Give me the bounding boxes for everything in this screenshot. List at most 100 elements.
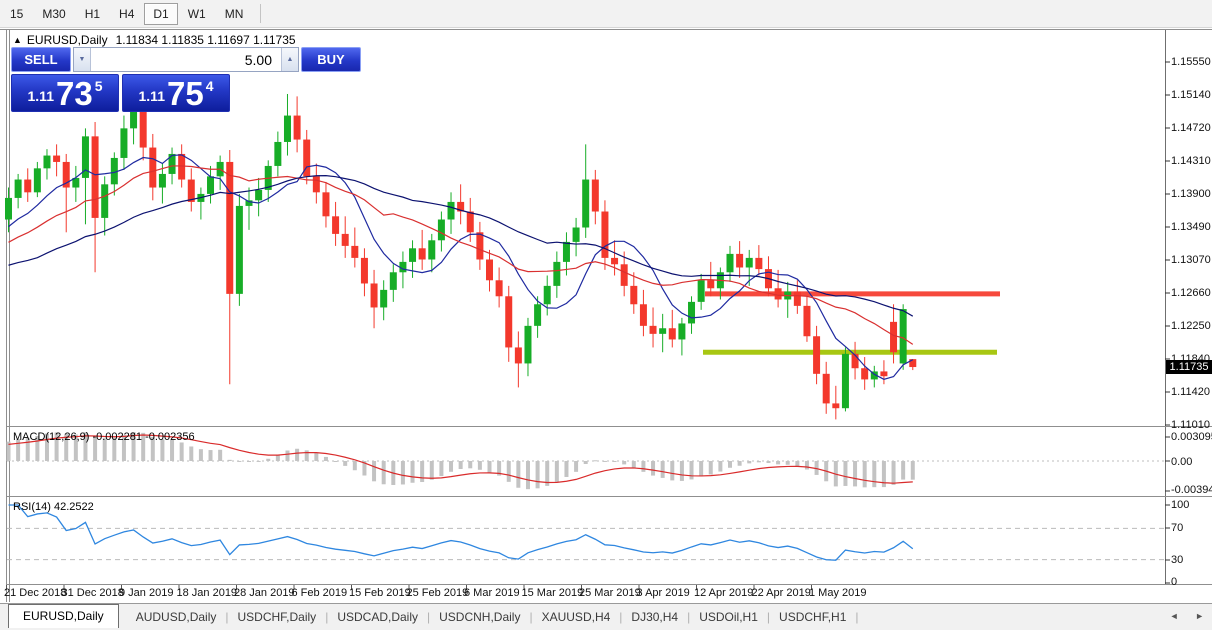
macd-histogram-bar [6,441,11,461]
candle-body [457,201,465,212]
timeframe-button-mn[interactable]: MN [224,6,244,21]
tab-scroll-right-icon[interactable]: ► [1195,611,1204,621]
candle-body [399,261,407,273]
macd-histogram-bar [910,461,915,480]
volume-decrease-button[interactable]: ▼ [74,48,91,71]
candle-body [293,115,301,140]
macd-histogram-bar [737,461,742,466]
macd-histogram-bar [843,461,848,486]
candle-body [14,179,22,198]
macd-histogram-bar [170,439,175,461]
macd-histogram-bar [410,461,415,483]
chart-tab-dj30-h4[interactable]: DJ30,H4 [631,610,679,624]
candle-body [755,257,763,270]
candle-body [899,309,907,364]
timeframe-button-w1[interactable]: W1 [187,6,206,21]
price-tick-label: 1.13490 [1171,221,1211,233]
macd-histogram-bar [593,460,598,462]
macd-histogram-bar [227,459,232,461]
candle-body [207,176,215,194]
macd-histogram-bar [429,461,434,480]
candle-body [726,253,734,273]
price-tick-label: 1.13070 [1171,254,1211,266]
macd-histogram-bar [708,461,713,475]
chart-tab-usdchf-daily[interactable]: USDCHF,Daily [237,610,317,624]
candle-body [62,161,70,188]
support-line [703,349,997,355]
timeframe-button-m30[interactable]: M30 [42,6,66,21]
sell-button[interactable]: SELL [11,47,71,72]
macd-histogram-bar [439,461,444,477]
macd-histogram-bar [266,458,271,461]
chart-tab-usdchf-h1[interactable]: USDCHF,H1 [779,610,847,624]
macd-histogram-bar [189,446,194,461]
timeframe-button-d1[interactable]: D1 [144,2,178,25]
macd-histogram-bar [160,439,165,461]
buy-price-button[interactable]: 1.11 75 4 [122,74,230,112]
chart-tab-xauusd-h4[interactable]: XAUUSD,H4 [541,610,611,624]
price-tick-label: 1.11010 [1171,419,1210,431]
chart-tab-usdcad-daily[interactable]: USDCAD,Daily [337,610,418,624]
chart-tab-usdcnh-daily[interactable]: USDCNH,Daily [439,610,521,624]
symbol-up-triangle-icon: ▲ [13,35,22,45]
timeframe-button-h4[interactable]: H4 [119,6,135,21]
sell-price-pip: 5 [94,78,103,94]
candle-body [120,128,128,158]
chart-tab-eurusd-daily[interactable]: EURUSD,Daily [8,604,119,628]
macd-histogram-bar [343,461,348,466]
candle-body [303,139,311,177]
price-tick-label: 1.15550 [1171,56,1211,68]
macd-histogram-bar [776,461,781,465]
date-tick-label: 1 May 2019 [809,587,867,599]
candle-body [601,211,609,258]
tab-separator: | [225,610,229,624]
macd-histogram-bar [218,449,223,461]
candle-body [187,179,195,202]
candle-body [312,176,320,193]
candle-body [572,227,580,242]
candle-body [553,261,561,286]
date-tick-label: 9 Jan 2019 [119,587,174,599]
macd-histogram-bar [564,461,569,477]
tab-separator: | [427,610,431,624]
macd-histogram-bar [198,449,203,461]
candle-body [81,136,89,178]
candle-body [832,403,840,409]
timeframe-button-15[interactable]: 15 [10,6,24,21]
macd-histogram-bar [622,461,627,465]
timeframe-button-h1[interactable]: H1 [84,6,101,21]
tab-scroll-left-icon[interactable]: ◄ [1169,611,1179,621]
tab-separator: | [687,610,691,624]
macd-histogram-bar [333,461,338,462]
macd-histogram-bar [766,461,771,464]
price-tick-label: 1.12660 [1171,287,1211,299]
chart-tab-usdoil-h1[interactable]: USDOil,H1 [699,610,758,624]
macd-histogram-bar [583,461,588,465]
tab-scroll-arrows: ◄ ► [1170,611,1204,621]
macd-histogram-bar [179,442,184,461]
volume-increase-button[interactable]: ▲ [281,48,298,71]
macd-histogram-bar [247,461,251,462]
rsi-tick-label: 70 [1171,522,1184,534]
rsi-label: RSI(14) 42.2522 [13,501,94,513]
macd-histogram-bar [112,437,117,461]
volume-input[interactable] [91,48,281,71]
macd-panel [6,432,1165,490]
candle-body [649,325,657,334]
candle-body [447,201,455,220]
macd-histogram-bar [93,436,98,461]
chart-tab-audusd-daily[interactable]: AUDUSD,Daily [135,610,217,624]
candle-body [110,157,118,185]
chart-title-bar: ▲ EURUSD,Daily 1.11834 1.11835 1.11697 1.1… [13,33,296,47]
buy-button[interactable]: BUY [301,47,361,72]
macd-histogram-bar [102,438,107,461]
timeframe-toolbar: 15 M30 H1 H4 D1 W1 MN [0,0,1212,28]
candle-body [389,272,397,290]
sell-price-button[interactable]: 1.11 73 5 [11,74,119,112]
candle-body [668,328,676,340]
candle-body [524,325,532,364]
candle-body [101,184,109,218]
candle-body [437,219,445,241]
ma-slow-line [8,175,914,317]
